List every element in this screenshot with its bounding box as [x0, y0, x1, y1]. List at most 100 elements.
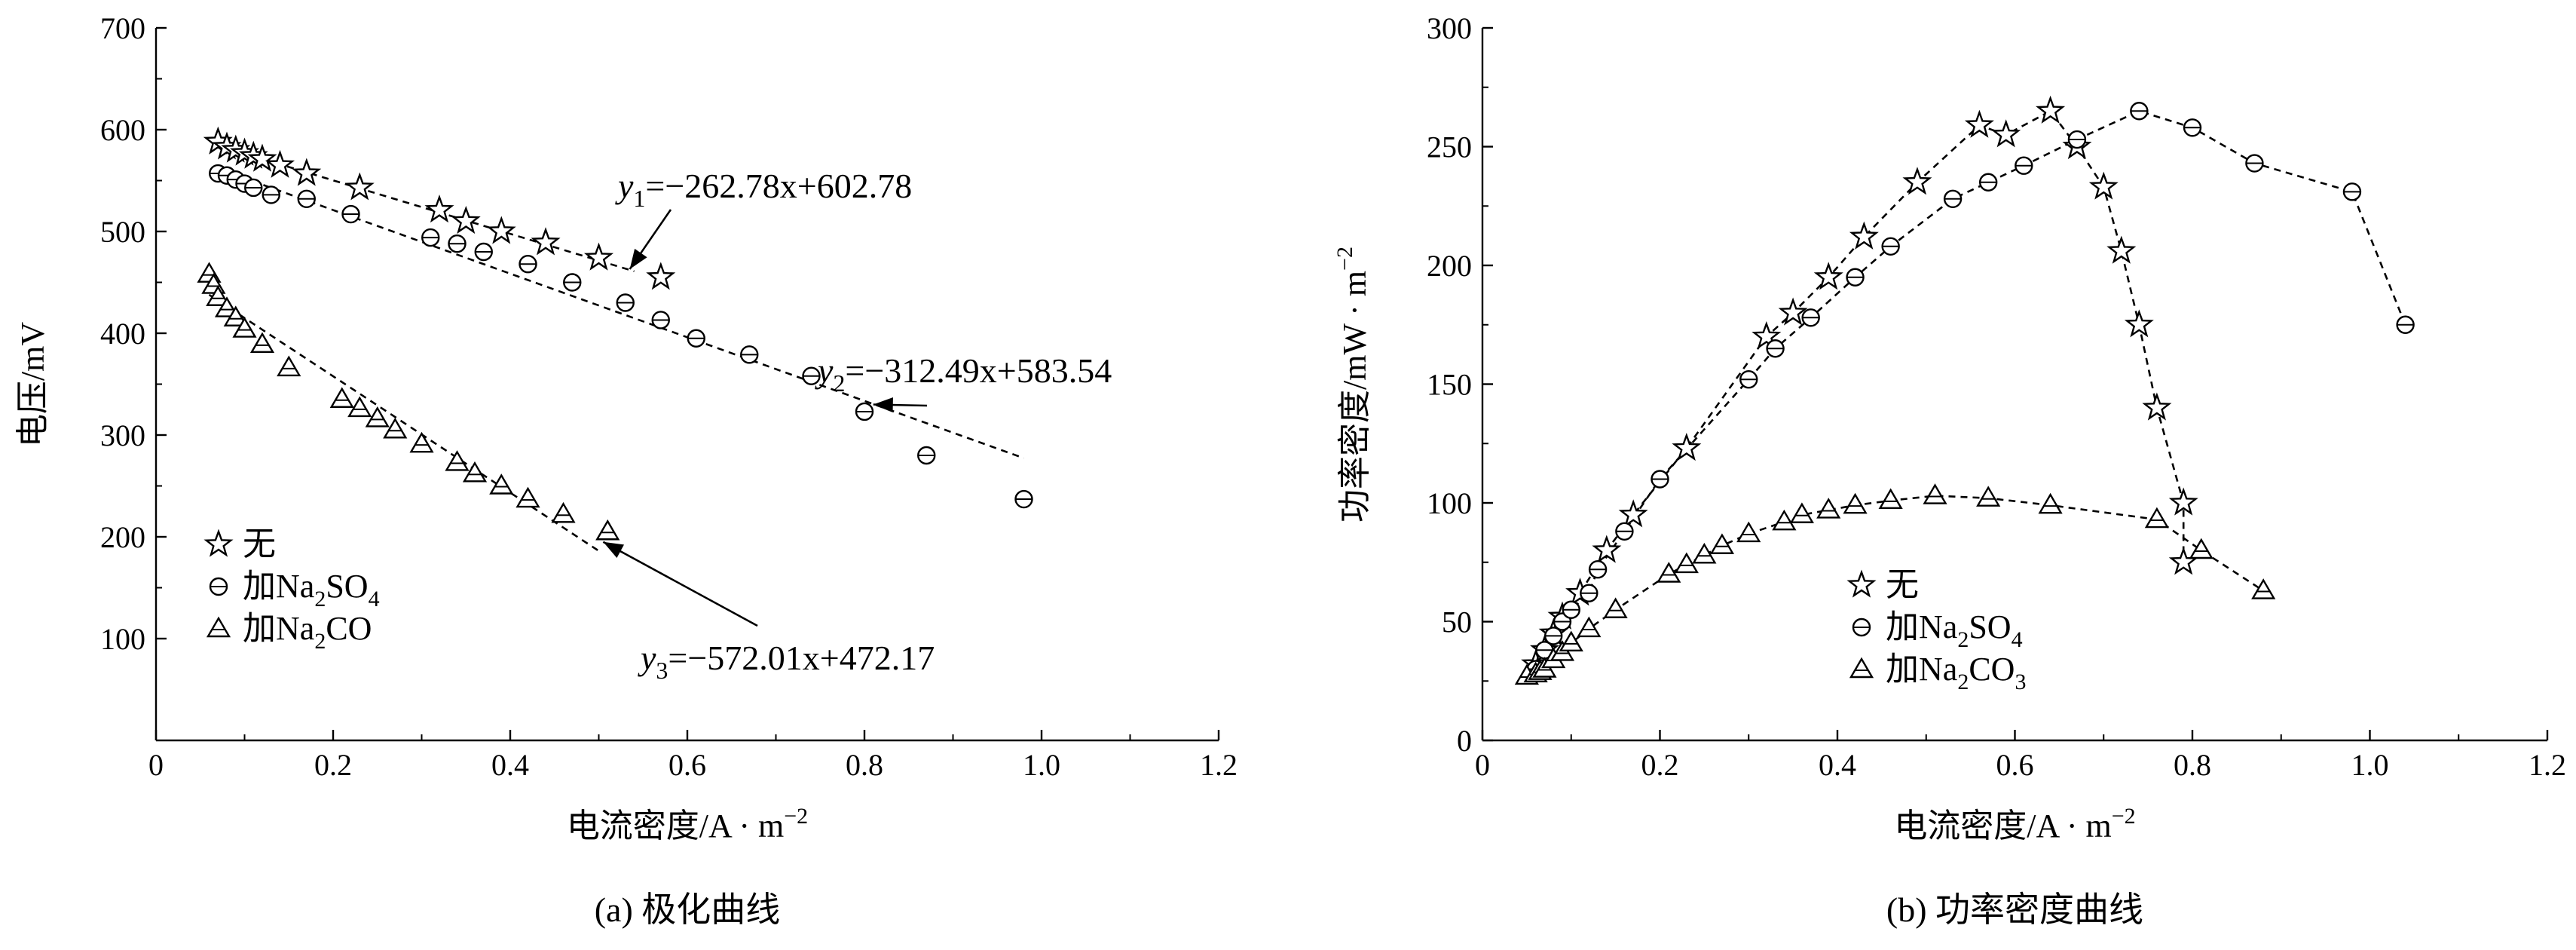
chart-b-power-density: 0 0.2 0.4 0.6 0.8 1.0 1.2 0 50 100 150 200 250 300 电流密… [1332, 11, 2566, 929]
chart-b-point-s2 [2251, 578, 2276, 599]
chart-a-point-s1 [802, 366, 821, 385]
chart-a-point-s0 [292, 158, 322, 186]
chart-a-legend-label-0: 无 [243, 526, 276, 562]
chart-b-point-s0 [1751, 320, 1782, 350]
chart-b-point-s0 [2106, 235, 2137, 264]
chart-b-caption: (b) 功率密度曲线 [1886, 890, 2143, 929]
chart-b-point-s1 [2015, 156, 2033, 175]
chart-b-y-tick-label: 50 [1442, 605, 1472, 639]
chart-a-point-s0 [531, 227, 561, 256]
chart-a-polarization: 0 0.2 0.4 0.6 0.8 1.0 1.2 100 200 300 400 500 600 700… [14, 11, 1238, 929]
chart-a-y-tick-label: 400 [100, 317, 145, 351]
chart-a-legend-label-1: 加Na2SO4 [243, 568, 380, 611]
chart-a-point-s2 [232, 317, 257, 338]
chart-a-point-s1 [519, 255, 537, 274]
chart-b-point-s0 [2168, 487, 2198, 516]
chart-a-point-s1 [421, 228, 440, 247]
chart-a-fit-equation-1: y1=−262.78x+602.78 [615, 167, 912, 212]
chart-b-point-s0 [2088, 171, 2119, 200]
chart-a-x-axis-label: 电流密度/A · m−2 [567, 804, 808, 844]
chart-b-point-s2 [1692, 542, 1717, 564]
chart-b-point-s2 [1559, 630, 1583, 652]
chart-a-fit-equation-2: y2=−312.49x+583.54 [815, 351, 1112, 397]
chart-b-y-tick-label: 100 [1427, 486, 1472, 520]
chart-b-point-s2 [1789, 502, 1814, 523]
chart-b-y-tick-label: 0 [1457, 724, 1472, 758]
chart-a-point-s0 [451, 206, 481, 234]
chart-a-point-s0 [583, 242, 614, 271]
chart-b-point-s2 [1772, 509, 1797, 531]
chart-b-point-s1 [1766, 339, 1785, 358]
chart-b-legend-label-1: 加Na2SO4 [1886, 608, 2023, 652]
chart-b-point-s1 [2396, 315, 2415, 334]
chart-a-point-s1 [262, 185, 280, 204]
chart-b-legend-marker-2 [1849, 657, 1874, 679]
chart-a-y-axis-label: 电压/mV [14, 322, 51, 447]
chart-a-y-tick-label: 100 [100, 622, 145, 656]
chart-a-fit-line-2 [217, 167, 1024, 459]
chart-a-y-tick-label: 600 [100, 113, 145, 147]
chart-a-point-s0 [646, 262, 676, 290]
chart-b-point-s2 [2189, 538, 2213, 559]
chart-b-series-line-1 [1534, 109, 2406, 670]
chart-a-point-s1 [297, 189, 316, 208]
chart-a-point-s1 [1014, 489, 1033, 509]
chart-b-point-s2 [1816, 498, 1841, 519]
chart-b-point-s1 [2342, 182, 2362, 201]
chart-a-point-s1 [563, 273, 582, 292]
chart-a-legend-marker-0 [203, 529, 234, 557]
chart-a-point-s1 [244, 178, 263, 198]
chart-b-legend-label-2: 加Na2CO3 [1886, 651, 2026, 694]
chart-a-point-s0 [344, 172, 375, 201]
chart-a-point-s1 [474, 242, 493, 262]
chart-a-point-s2 [277, 355, 301, 377]
chart-b-point-s1 [2183, 118, 2202, 137]
chart-b-point-s1 [1651, 470, 1669, 489]
chart-b-point-s2 [1603, 597, 1628, 618]
chart-a-point-s2 [329, 387, 354, 408]
chart-b-point-s0 [1849, 221, 1879, 250]
chart-a-point-s1 [448, 234, 467, 253]
chart-b-y-tick-label: 250 [1427, 130, 1472, 164]
chart-b-point-s1 [2067, 130, 2087, 149]
chart-a-point-s2 [445, 450, 470, 471]
chart-b-point-s1 [1978, 173, 1998, 192]
chart-b-legend-marker-0 [1846, 569, 1877, 598]
chart-a-point-s2 [365, 406, 390, 428]
chart-b-point-s2 [2144, 507, 2169, 529]
chart-b-point-s1 [2130, 102, 2149, 121]
chart-b-point-s2 [1709, 533, 1735, 554]
chart-a-point-s1 [687, 329, 705, 348]
chart-b-point-s0 [1902, 167, 1932, 195]
chart-b-point-s0 [1672, 432, 1702, 461]
chart-a-point-s1 [740, 345, 759, 364]
chart-a-point-s1 [341, 204, 360, 224]
chart-a-x-tick-label: 0.8 [846, 748, 883, 782]
chart-a-point-s2 [595, 519, 620, 541]
chart-b-point-s1 [1943, 189, 1963, 208]
chart-b-point-s2 [2038, 492, 2063, 514]
chart-b-point-s1 [2245, 154, 2264, 173]
chart-b-point-s0 [2142, 392, 2172, 421]
chart-a-point-s2 [206, 285, 231, 306]
chart-a-point-s2 [347, 396, 372, 418]
chart-a-point-s1 [855, 402, 874, 421]
chart-b-x-tick-label: 0.8 [2174, 748, 2211, 782]
chart-a-y-tick-label: 200 [100, 520, 145, 554]
chart-b-point-s2 [1843, 492, 1868, 514]
chart-a-fit-equation-3: y3=−572.01x+472.17 [638, 639, 935, 684]
chart-a-caption: (a) 极化曲线 [595, 890, 781, 929]
chart-b-x-axis-label: 电流密度/A · m−2 [1894, 804, 2135, 844]
chart-a-y-tick-label: 300 [100, 418, 145, 452]
chart-b-point-s0 [2168, 547, 2198, 575]
chart-b-point-s1 [1580, 584, 1599, 602]
chart-b-x-tick-label: 0.2 [1641, 748, 1679, 782]
chart-b-point-s2 [1736, 521, 1761, 543]
chart-b-legend-marker-1 [1852, 618, 1871, 637]
chart-a-point-s1 [917, 446, 936, 465]
chart-a-fit-arrow-3 [602, 541, 758, 627]
chart-a-y-tick-label: 700 [100, 11, 145, 45]
chart-b-point-s2 [1674, 552, 1699, 574]
chart-a-point-s0 [265, 149, 295, 178]
chart-b-y-tick-label: 300 [1427, 11, 1472, 45]
